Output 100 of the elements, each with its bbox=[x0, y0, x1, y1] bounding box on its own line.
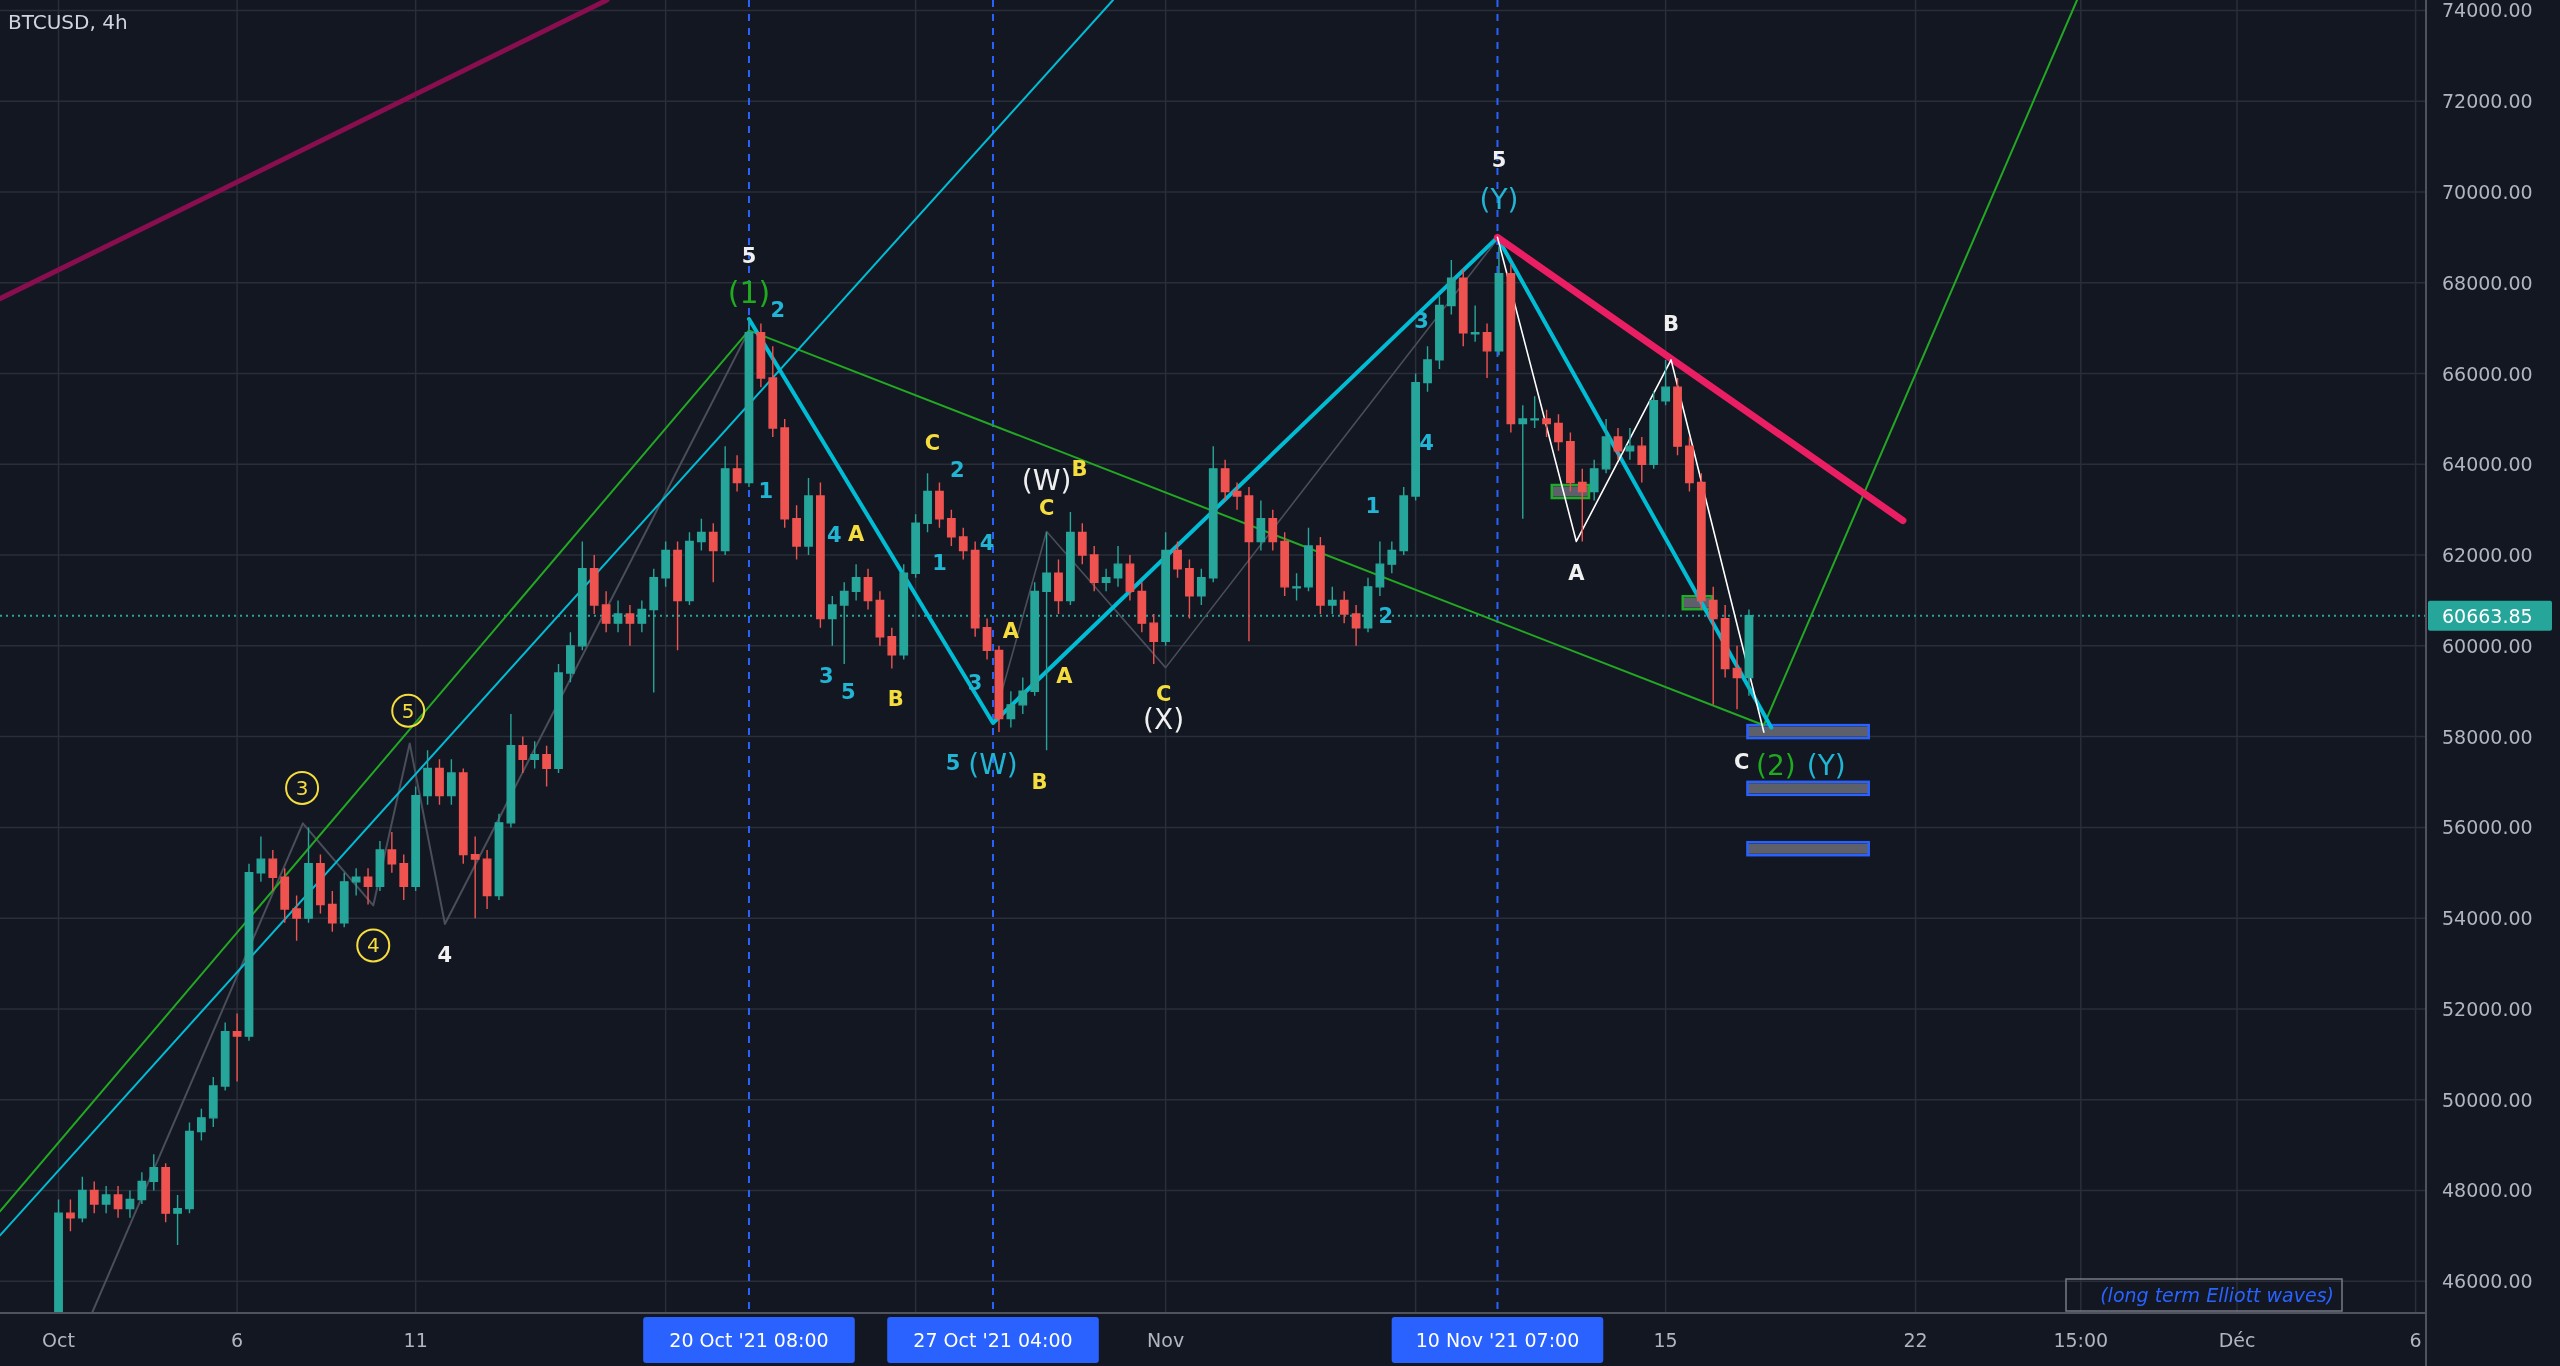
candlestick bbox=[780, 418, 790, 529]
y-tick-label: 48000.00 bbox=[2442, 1179, 2533, 1202]
y-tick-label: 50000.00 bbox=[2442, 1088, 2533, 1111]
candlestick bbox=[696, 518, 706, 552]
candlestick bbox=[1280, 531, 1290, 597]
candlestick bbox=[506, 713, 516, 829]
candlestick bbox=[518, 735, 528, 774]
candlestick bbox=[1613, 427, 1623, 461]
annotation: 4 bbox=[979, 531, 995, 556]
x-tick-label: 6 bbox=[231, 1329, 244, 1351]
candlestick bbox=[268, 849, 278, 892]
candlestick bbox=[1423, 345, 1432, 393]
annotation: 1 bbox=[1365, 494, 1381, 519]
candlestick bbox=[1435, 295, 1444, 370]
candlestick bbox=[458, 767, 468, 865]
candlestick bbox=[1125, 554, 1135, 602]
candlestick bbox=[1066, 511, 1075, 606]
candlestick bbox=[1494, 245, 1504, 357]
annotation: A bbox=[1002, 619, 1020, 644]
candlestick bbox=[1149, 613, 1159, 665]
candlestick bbox=[1720, 604, 1730, 679]
ref-line-label: 60663.85 bbox=[2442, 604, 2533, 627]
candlestick bbox=[1673, 377, 1682, 456]
candlestick bbox=[208, 1076, 218, 1128]
candlestick bbox=[1649, 390, 1659, 470]
annotation: 4 bbox=[1419, 430, 1434, 455]
candlestick bbox=[756, 322, 766, 388]
y-tick-label: 70000.00 bbox=[2442, 180, 2533, 203]
x-tick-label: Oct bbox=[42, 1329, 75, 1351]
candlestick bbox=[125, 1189, 135, 1219]
x-tick-label: 6 bbox=[2409, 1329, 2422, 1351]
annotation: 2 bbox=[950, 457, 965, 482]
annotation: (Y) bbox=[1479, 182, 1519, 216]
annotation: 3 bbox=[1414, 309, 1429, 334]
candlestick bbox=[542, 744, 551, 788]
candlestick bbox=[66, 1198, 75, 1233]
annotation: 3 bbox=[819, 663, 834, 688]
candlestick bbox=[1268, 508, 1278, 552]
candlestick bbox=[101, 1185, 111, 1214]
candlestick bbox=[911, 513, 921, 579]
candlestick bbox=[720, 445, 730, 556]
candlestick bbox=[1685, 436, 1694, 493]
annotation: A bbox=[847, 522, 865, 547]
candlestick bbox=[1625, 427, 1635, 461]
candlestick bbox=[732, 454, 742, 493]
candlestick bbox=[1185, 558, 1194, 620]
candlestick bbox=[411, 785, 421, 892]
candlestick bbox=[816, 481, 825, 629]
candlestick bbox=[1518, 404, 1528, 520]
annotation: C bbox=[1038, 496, 1055, 521]
candlestick bbox=[1232, 481, 1242, 511]
annotation: (W) bbox=[1021, 463, 1072, 497]
candlestick bbox=[113, 1185, 123, 1219]
annotation: B bbox=[1031, 770, 1048, 795]
y-tick-label: 66000.00 bbox=[2442, 362, 2533, 385]
y-tick-label: 64000.00 bbox=[2442, 453, 2533, 476]
candlestick bbox=[1220, 459, 1230, 502]
candlestick bbox=[1137, 581, 1147, 633]
candlestick bbox=[804, 477, 813, 556]
candlestick bbox=[1470, 304, 1480, 343]
annotation: 5 bbox=[840, 679, 856, 704]
annotation: (X) bbox=[1143, 703, 1185, 737]
candlestick bbox=[339, 872, 349, 928]
candlestick bbox=[185, 1121, 194, 1214]
candlestick bbox=[673, 540, 682, 652]
candlestick bbox=[482, 849, 492, 910]
y-tick-label: 74000.00 bbox=[2442, 0, 2533, 22]
candlestick bbox=[1304, 527, 1313, 593]
y-tick-label: 72000.00 bbox=[2442, 90, 2533, 113]
candlestick bbox=[899, 563, 909, 661]
candlestick bbox=[768, 345, 778, 438]
annotation: 1 bbox=[758, 479, 774, 504]
candlestick bbox=[554, 663, 563, 774]
candlestick bbox=[77, 1176, 87, 1223]
candlestick bbox=[708, 522, 718, 583]
x-tick-label: 22 bbox=[1903, 1329, 1928, 1351]
candlestick bbox=[1196, 567, 1206, 606]
candlestick bbox=[887, 626, 897, 670]
candlestick bbox=[1661, 359, 1670, 406]
y-tick-label: 68000.00 bbox=[2442, 271, 2533, 294]
candlestick bbox=[958, 527, 968, 561]
candlestick bbox=[1458, 268, 1468, 347]
candlestick bbox=[149, 1153, 159, 1192]
annotation: 3 bbox=[295, 775, 309, 800]
candlestick bbox=[566, 631, 575, 683]
candlestick bbox=[161, 1162, 171, 1223]
candlestick bbox=[89, 1180, 99, 1214]
candlestick bbox=[827, 595, 837, 647]
candlestick bbox=[792, 504, 801, 561]
candlestick bbox=[1530, 395, 1540, 429]
candlestick bbox=[399, 853, 409, 901]
candlestick bbox=[1089, 545, 1099, 593]
candlestick bbox=[435, 758, 444, 806]
annotation: C bbox=[924, 431, 941, 456]
y-tick-label: 56000.00 bbox=[2442, 816, 2533, 839]
candlestick bbox=[1446, 259, 1456, 316]
annotation: A bbox=[1568, 561, 1586, 586]
candlestick bbox=[363, 867, 373, 906]
candlestick bbox=[601, 590, 611, 633]
annotation: 4 bbox=[366, 933, 380, 958]
